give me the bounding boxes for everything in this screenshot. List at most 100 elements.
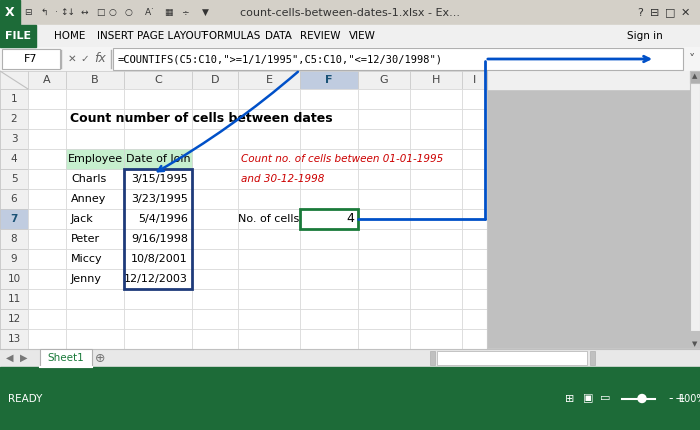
Bar — [358, 329, 410, 349]
Text: ▭: ▭ — [600, 393, 610, 403]
Text: ▼: ▼ — [692, 341, 698, 347]
Text: +: + — [675, 392, 685, 405]
Text: Date of Join: Date of Join — [126, 154, 190, 164]
Bar — [66, 189, 124, 209]
Bar — [192, 71, 238, 89]
Bar — [300, 209, 358, 229]
Bar — [358, 289, 410, 309]
Text: 5: 5 — [10, 174, 18, 184]
Bar — [690, 71, 700, 83]
Text: Miccy: Miccy — [71, 254, 103, 264]
Bar — [358, 169, 410, 189]
Bar — [358, 229, 410, 249]
Bar — [300, 109, 358, 129]
Text: E: E — [265, 75, 272, 85]
Bar — [0, 25, 36, 47]
Bar — [0, 129, 28, 149]
Bar — [0, 71, 28, 89]
Text: □: □ — [96, 8, 104, 17]
Bar — [124, 129, 192, 149]
Bar — [300, 169, 358, 189]
Bar — [300, 71, 358, 89]
Text: 10/8/2001: 10/8/2001 — [132, 254, 188, 264]
Text: FILE: FILE — [5, 31, 31, 41]
Text: ↕↓: ↕↓ — [60, 8, 76, 17]
Bar — [192, 109, 238, 129]
Text: 5/4/1996: 5/4/1996 — [138, 214, 188, 224]
Bar — [410, 329, 462, 349]
Text: ✕: ✕ — [68, 54, 76, 64]
Text: Sign in: Sign in — [627, 31, 663, 41]
Bar — [590, 351, 595, 365]
Text: ○: ○ — [108, 8, 116, 17]
Bar — [358, 249, 410, 269]
Bar — [124, 149, 192, 169]
Bar — [66, 71, 124, 89]
Bar — [300, 229, 358, 249]
Bar — [462, 289, 487, 309]
Bar — [462, 329, 487, 349]
Text: 12: 12 — [8, 314, 20, 324]
Bar — [300, 129, 358, 149]
Bar — [124, 329, 192, 349]
Bar — [124, 229, 192, 249]
Bar — [0, 169, 28, 189]
Text: READY: READY — [8, 393, 43, 403]
Bar — [238, 71, 300, 89]
Text: 1: 1 — [10, 94, 18, 104]
Bar — [358, 129, 410, 149]
Text: ▣: ▣ — [582, 393, 594, 403]
Bar — [124, 289, 192, 309]
Bar — [238, 269, 300, 289]
Bar — [192, 249, 238, 269]
Bar — [192, 229, 238, 249]
Text: REVIEW: REVIEW — [300, 31, 340, 41]
Bar — [124, 149, 192, 169]
Bar — [66, 149, 124, 169]
Bar — [300, 289, 358, 309]
Bar — [300, 269, 358, 289]
Text: ▼: ▼ — [202, 8, 209, 17]
Bar — [300, 149, 358, 169]
Bar — [410, 309, 462, 329]
Bar — [437, 351, 587, 365]
Text: 10: 10 — [8, 274, 20, 284]
Text: 3: 3 — [10, 134, 18, 144]
Bar — [238, 289, 300, 309]
Bar — [192, 89, 238, 109]
Bar — [66, 249, 124, 269]
Bar — [0, 229, 28, 249]
Text: ⊟: ⊟ — [650, 7, 659, 18]
Bar — [40, 349, 92, 367]
Bar — [0, 71, 700, 89]
Bar — [0, 149, 28, 169]
Bar — [66, 229, 124, 249]
Text: ◀: ◀ — [6, 353, 14, 363]
Text: 6: 6 — [10, 194, 18, 204]
Text: A˙: A˙ — [145, 8, 155, 17]
Bar — [238, 149, 300, 169]
Bar — [300, 189, 358, 209]
Text: 4: 4 — [346, 212, 354, 225]
Bar — [300, 89, 358, 109]
Bar — [300, 209, 358, 229]
Bar — [192, 129, 238, 149]
Bar — [300, 329, 358, 349]
Text: Jenny: Jenny — [71, 274, 102, 284]
Bar — [124, 309, 192, 329]
Bar — [28, 229, 66, 249]
Bar — [28, 309, 66, 329]
Text: -: - — [668, 392, 673, 405]
Bar — [66, 169, 124, 189]
Bar — [358, 209, 410, 229]
Bar — [192, 329, 238, 349]
Text: ▶: ▶ — [20, 353, 28, 363]
Bar — [238, 109, 300, 129]
Text: ↰: ↰ — [41, 8, 48, 17]
Bar — [238, 309, 300, 329]
Bar — [2, 49, 60, 69]
Text: Sheet1: Sheet1 — [48, 353, 85, 363]
Bar — [66, 289, 124, 309]
Bar — [410, 149, 462, 169]
Text: X: X — [5, 6, 15, 19]
